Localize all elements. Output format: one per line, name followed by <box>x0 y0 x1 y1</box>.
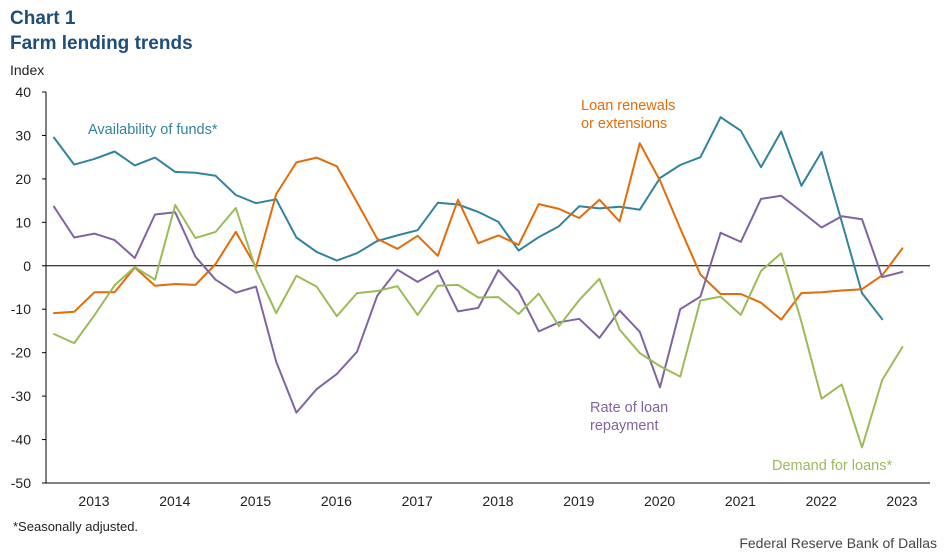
series-label-4: Demand for loans* <box>772 458 892 474</box>
axes: 40 30 20 10 0 -10 -20 -30 -40 -50 2013 2014 2015 2016… <box>11 84 930 509</box>
chart-title: Farm lending trends <box>10 33 193 54</box>
x-tick-label: 2018 <box>482 493 513 509</box>
series-line-4 <box>53 204 904 449</box>
chart-label: Chart 1 <box>10 8 76 29</box>
series-label-line: Rate of loan <box>590 400 668 416</box>
y-tick-label: -30 <box>11 388 31 404</box>
y-tick-label: -50 <box>11 475 31 491</box>
series-lines <box>53 116 904 449</box>
series-label-2: Loan renewals or extensions <box>581 98 675 132</box>
y-tick-label: -10 <box>11 301 31 317</box>
x-tick-label: 2014 <box>159 493 190 509</box>
series-line-3 <box>53 194 904 414</box>
series-label-1: Availability of funds* <box>88 122 218 138</box>
y-axis-label: Index <box>10 62 45 78</box>
series-label-line: Demand for loans* <box>772 458 892 474</box>
x-tick-label: 2022 <box>806 493 837 509</box>
footnote: *Seasonally adjusted. <box>13 519 139 534</box>
y-tick-label: 0 <box>23 258 31 274</box>
x-tick-label: 2023 <box>886 493 917 509</box>
series-line-1 <box>53 116 884 321</box>
series-line-2 <box>53 142 904 321</box>
x-tick-label: 2015 <box>240 493 271 509</box>
y-tick-label: -20 <box>11 345 31 361</box>
x-tick-label: 2016 <box>321 493 352 509</box>
x-tick-label: 2013 <box>78 493 109 509</box>
y-tick-label: 10 <box>15 214 31 230</box>
source-credit: Federal Reserve Bank of Dallas <box>739 535 937 551</box>
series-label-line: Availability of funds* <box>88 122 218 138</box>
series-label-line: repayment <box>590 418 659 434</box>
series-label-line: or extensions <box>581 116 667 132</box>
y-tick-label: 20 <box>15 171 31 187</box>
series-labels: Availability of funds* Loan renewals or ex… <box>88 98 892 474</box>
series-label-line: Loan renewals <box>581 98 675 114</box>
y-tick-label: -40 <box>11 432 31 448</box>
x-tick-label: 2019 <box>563 493 594 509</box>
y-tick-label: 40 <box>15 84 31 100</box>
y-tick-label: 30 <box>15 127 31 143</box>
x-tick-label: 2021 <box>725 493 756 509</box>
x-tick-label: 2017 <box>402 493 433 509</box>
series-label-3: Rate of loan repayment <box>590 400 668 434</box>
x-tick-label: 2020 <box>644 493 675 509</box>
